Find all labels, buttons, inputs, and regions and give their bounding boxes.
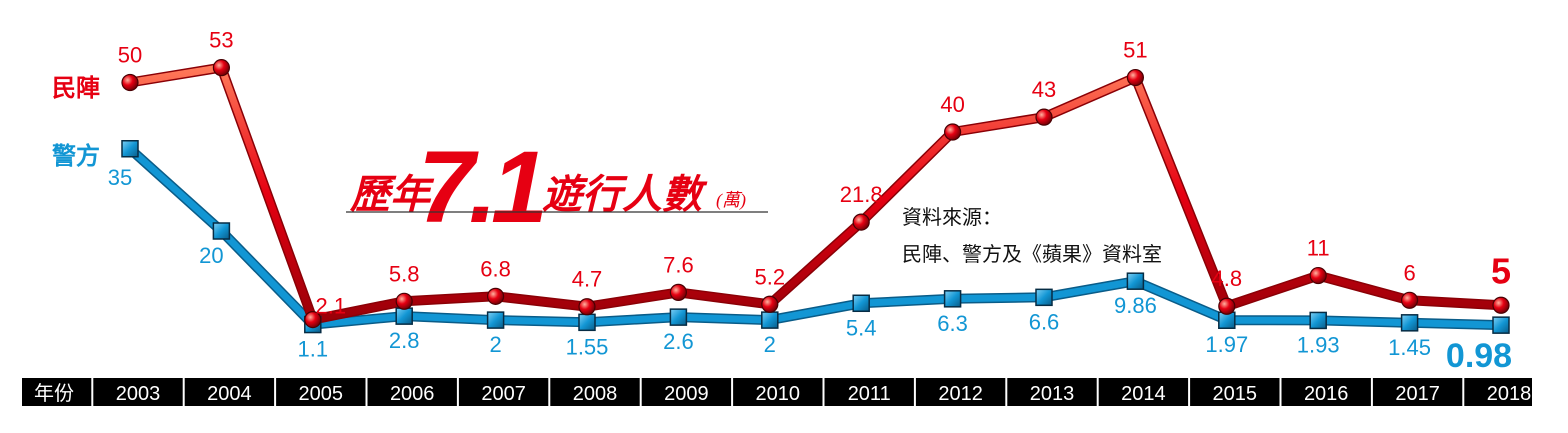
minzhen-value-2017: 6 [1403, 260, 1415, 285]
year-tick-label: 2005 [299, 383, 344, 405]
minzhen-value-2004: 53 [209, 28, 233, 53]
minzhen-value-2018: 5 [1491, 250, 1511, 291]
minzhen-value-2006: 5.8 [389, 261, 420, 286]
police-value-2014: 9.86 [1114, 293, 1157, 318]
title-suffix: 遊行人數 [542, 173, 708, 217]
legend-label-minzhen: 民陣 [52, 75, 100, 102]
police-value-2010: 2 [764, 332, 776, 357]
year-tick-label: 2012 [938, 383, 983, 405]
police-point-2006 [395, 307, 413, 325]
minzhen-point-2016 [1309, 266, 1327, 285]
police-value-2009: 2.6 [663, 329, 694, 354]
year-tick-label: 2018 [1487, 383, 1532, 405]
police-value-2003: 35 [108, 165, 132, 190]
police-point-2008 [578, 313, 596, 332]
year-tick-label: 2016 [1304, 383, 1349, 405]
year-tick-label: 2010 [756, 383, 801, 405]
minzhen-value-2005: 2.1 [316, 294, 347, 319]
minzhen-point-2011 [852, 213, 870, 231]
year-tick-label: 2015 [1213, 383, 1258, 405]
minzhen-point-2005 [304, 311, 322, 329]
minzhen-point-2004 [212, 59, 230, 77]
minzhen-value-2016: 11 [1307, 236, 1330, 261]
police-point-2011 [852, 294, 870, 313]
minzhen-point-2017 [1400, 291, 1419, 309]
minzhen-point-2008 [578, 298, 596, 316]
police-point-2013 [1035, 288, 1053, 307]
police-point-2004 [212, 222, 231, 240]
data-labels: 50 53 2.1 5.8 6.8 4.7 7.6 5.2 21.8 40 43 51 4.8 11 6 5 3… [108, 28, 1512, 375]
police-point-2018 [1492, 316, 1510, 334]
series-line-police [127, 146, 1502, 329]
minzhen-value-2014: 51 [1123, 38, 1147, 63]
police-point-2017 [1400, 314, 1419, 332]
police-value-2018: 0.98 [1446, 337, 1512, 375]
year-tick-label: 2009 [664, 383, 709, 405]
police-value-2012: 6.3 [937, 311, 968, 336]
minzhen-value-2010: 5.2 [755, 264, 786, 289]
year-tick-label: 2004 [207, 383, 252, 405]
minzhen-value-2013: 43 [1032, 77, 1056, 102]
minzhen-point-2007 [487, 287, 505, 305]
title-unit: (萬) [716, 190, 746, 211]
minzhen-point-2014 [1126, 68, 1145, 87]
minzhen-point-2010 [761, 295, 779, 313]
title-number: 7.1 [418, 130, 543, 244]
series-lines [126, 62, 1502, 331]
year-tick-label: 2006 [390, 383, 435, 405]
year-tick-label: 2011 [848, 383, 891, 405]
minzhen-value-2011: 21.8 [840, 182, 883, 207]
police-value-2005: 1.1 [298, 337, 329, 362]
year-axis-header: 年份 [34, 381, 74, 405]
police-value-2017: 1.45 [1388, 335, 1431, 360]
year-axis: 年份 2003 2004 2005 2006 2007 2008 2009 2010 2011 2… [22, 378, 1532, 406]
police-value-2006: 2.8 [389, 328, 420, 353]
police-point-2003 [121, 140, 139, 158]
source-note-line2: 民陣、警方及《蘋果》資料室 [902, 242, 1162, 266]
minzhen-point-2012 [943, 123, 962, 141]
police-value-2011: 5.4 [846, 315, 877, 340]
police-value-2013: 6.6 [1029, 309, 1060, 334]
police-point-2014 [1126, 272, 1145, 290]
minzhen-value-2012: 40 [940, 92, 964, 117]
year-tick-label: 2013 [1030, 383, 1075, 405]
minzhen-point-2015 [1218, 297, 1236, 315]
series-marks [121, 59, 1510, 334]
police-value-2007: 2 [489, 332, 501, 357]
minzhen-value-2015: 4.8 [1212, 266, 1243, 291]
police-point-2012 [943, 290, 962, 308]
minzhen-point-2009 [669, 283, 688, 301]
minzhen-point-2013 [1035, 108, 1053, 126]
minzhen-point-2003 [121, 73, 139, 92]
minzhen-value-2007: 6.8 [480, 256, 511, 281]
series-line-minzhen [129, 64, 1502, 324]
police-point-2007 [486, 311, 505, 329]
year-tick-label: 2014 [1121, 383, 1166, 405]
year-tick-label: 2003 [116, 383, 161, 405]
police-point-2016 [1309, 311, 1327, 330]
minzhen-point-2006 [395, 292, 413, 310]
minzhen-value-2009: 7.6 [663, 252, 694, 277]
legend-label-police: 警方 [51, 142, 100, 170]
minzhen-value-2008: 4.7 [572, 267, 603, 292]
police-value-2004: 20 [199, 243, 223, 268]
police-value-2016: 1.93 [1297, 332, 1340, 357]
police-point-2010 [761, 311, 779, 329]
year-tick-label: 2008 [573, 383, 618, 405]
minzhen-value-2003: 50 [118, 43, 142, 68]
chart-title: 歷年 7.1 遊行人數 (萬) [346, 130, 768, 244]
police-point-2009 [669, 308, 688, 326]
minzhen-point-2018 [1492, 296, 1510, 314]
source-note-line1: 資料來源： [902, 205, 1002, 229]
year-tick-label: 2017 [1395, 383, 1440, 405]
year-tick-label: 2007 [481, 383, 526, 405]
police-value-2008: 1.55 [566, 334, 609, 359]
title-prefix: 歷年 [349, 173, 435, 217]
police-value-2015: 1.97 [1205, 332, 1248, 357]
